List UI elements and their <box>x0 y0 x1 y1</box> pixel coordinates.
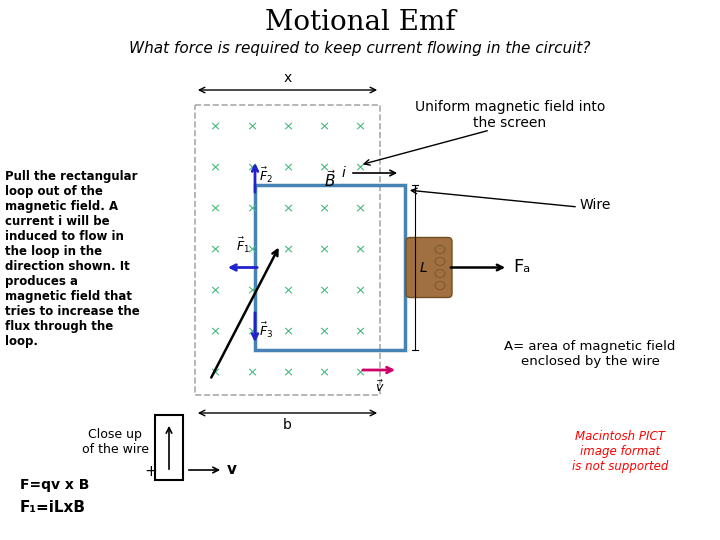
Text: Wire: Wire <box>580 198 611 212</box>
Text: ×: × <box>354 326 366 339</box>
Text: ×: × <box>354 244 366 256</box>
Text: ×: × <box>354 202 366 215</box>
Text: Fₐ: Fₐ <box>513 259 530 276</box>
Ellipse shape <box>435 269 445 278</box>
Text: What force is required to keep current flowing in the circuit?: What force is required to keep current f… <box>130 40 590 56</box>
Text: F=qv x B: F=qv x B <box>20 478 89 492</box>
Text: Macintosh PICT
image format
is not supported: Macintosh PICT image format is not suppo… <box>572 430 668 473</box>
Bar <box>155 415 183 480</box>
Text: ×: × <box>210 120 220 133</box>
Text: ×: × <box>318 202 329 215</box>
Text: ×: × <box>282 120 293 133</box>
Text: ×: × <box>210 367 220 380</box>
Text: ×: × <box>246 285 257 298</box>
Bar <box>195 105 380 395</box>
Text: ×: × <box>318 244 329 256</box>
Text: ×: × <box>282 244 293 256</box>
Text: ×: × <box>210 244 220 256</box>
Text: ×: × <box>282 326 293 339</box>
Text: ×: × <box>354 120 366 133</box>
Text: Close up
of the wire: Close up of the wire <box>81 428 148 456</box>
Text: $\vec{v}$: $\vec{v}$ <box>375 380 384 395</box>
Text: ×: × <box>210 326 220 339</box>
Text: ×: × <box>282 285 293 298</box>
Text: ×: × <box>282 202 293 215</box>
Text: ×: × <box>282 367 293 380</box>
Text: ×: × <box>318 285 329 298</box>
Text: L: L <box>420 260 428 274</box>
Text: v: v <box>227 462 237 477</box>
Text: ×: × <box>318 161 329 174</box>
Text: ×: × <box>246 326 257 339</box>
Text: $\vec{F}_1$: $\vec{F}_1$ <box>236 236 250 255</box>
Text: ×: × <box>318 367 329 380</box>
Ellipse shape <box>435 246 445 253</box>
Text: ×: × <box>246 120 257 133</box>
Text: Motional Emf: Motional Emf <box>265 9 455 36</box>
Text: A= area of magnetic field
enclosed by the wire: A= area of magnetic field enclosed by th… <box>504 340 675 368</box>
Text: ×: × <box>210 161 220 174</box>
Text: ×: × <box>282 161 293 174</box>
Text: ×: × <box>210 285 220 298</box>
Text: ×: × <box>210 202 220 215</box>
Text: ×: × <box>354 161 366 174</box>
Text: i: i <box>341 166 345 180</box>
Bar <box>255 185 405 350</box>
Text: Uniform magnetic field into
the screen: Uniform magnetic field into the screen <box>415 100 606 130</box>
FancyBboxPatch shape <box>406 238 452 298</box>
Text: $\vec{F}_2$: $\vec{F}_2$ <box>259 165 273 185</box>
Text: $\vec{F}_3$: $\vec{F}_3$ <box>259 320 273 340</box>
Text: $\vec{B}$: $\vec{B}$ <box>324 170 336 191</box>
Text: F₁=iLxB: F₁=iLxB <box>20 500 86 515</box>
Text: b: b <box>283 418 292 432</box>
Text: ×: × <box>318 120 329 133</box>
Text: ×: × <box>318 326 329 339</box>
Ellipse shape <box>435 281 445 289</box>
Text: ×: × <box>246 202 257 215</box>
Text: ×: × <box>246 161 257 174</box>
Text: ×: × <box>354 367 366 380</box>
Text: Pull the rectangular
loop out of the
magnetic field. A
current i will be
induced: Pull the rectangular loop out of the mag… <box>5 170 140 348</box>
Text: ×: × <box>354 285 366 298</box>
Text: +: + <box>145 464 158 480</box>
Text: ×: × <box>246 367 257 380</box>
Text: ×: × <box>246 244 257 256</box>
Ellipse shape <box>435 258 445 266</box>
Text: x: x <box>284 71 292 85</box>
